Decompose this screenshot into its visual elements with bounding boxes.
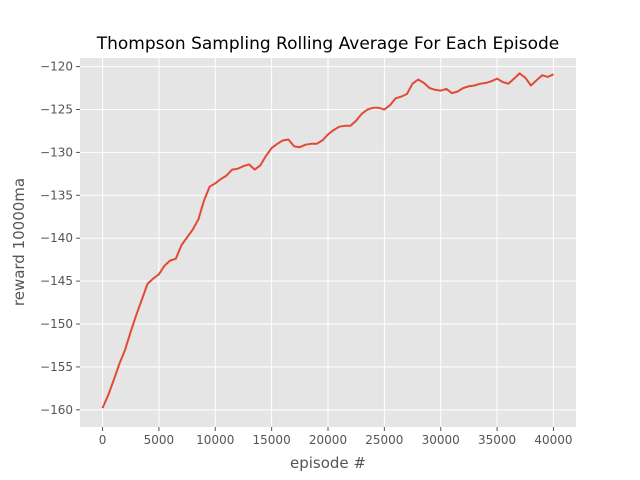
x-axis-ticks: 0 5000 10000 15000 20000 25000 30000 35000 40000 <box>99 427 573 447</box>
y-tick-label: −160 <box>40 403 73 417</box>
x-tick-label: 25000 <box>365 433 403 447</box>
y-tick-label: −155 <box>40 360 73 374</box>
grid-lines <box>80 58 576 427</box>
y-axis-label: reward 10000ma <box>10 178 28 306</box>
chart-title: Thompson Sampling Rolling Average For Ea… <box>96 34 560 54</box>
y-tick-label: −150 <box>40 317 73 331</box>
y-tick-label: −125 <box>40 102 73 116</box>
y-tick-label: −135 <box>40 188 73 202</box>
y-tick-label: −140 <box>40 231 73 245</box>
x-tick-label: 40000 <box>534 433 572 447</box>
x-tick-label: 20000 <box>309 433 347 447</box>
series-line <box>101 72 554 409</box>
x-tick-label: 35000 <box>478 433 516 447</box>
x-tick-label: 10000 <box>196 433 234 447</box>
x-tick-label: 15000 <box>253 433 291 447</box>
x-tick-label: 5000 <box>144 433 175 447</box>
y-tick-label: −130 <box>40 145 73 159</box>
x-tick-label: 0 <box>99 433 107 447</box>
y-tick-label: −120 <box>40 60 73 74</box>
y-axis-ticks: −160 −155 −150 −145 −140 −135 −130 −125 −120 <box>40 60 80 417</box>
x-axis-label: episode # <box>290 454 366 472</box>
y-tick-label: −145 <box>40 274 73 288</box>
x-tick-label: 30000 <box>422 433 460 447</box>
